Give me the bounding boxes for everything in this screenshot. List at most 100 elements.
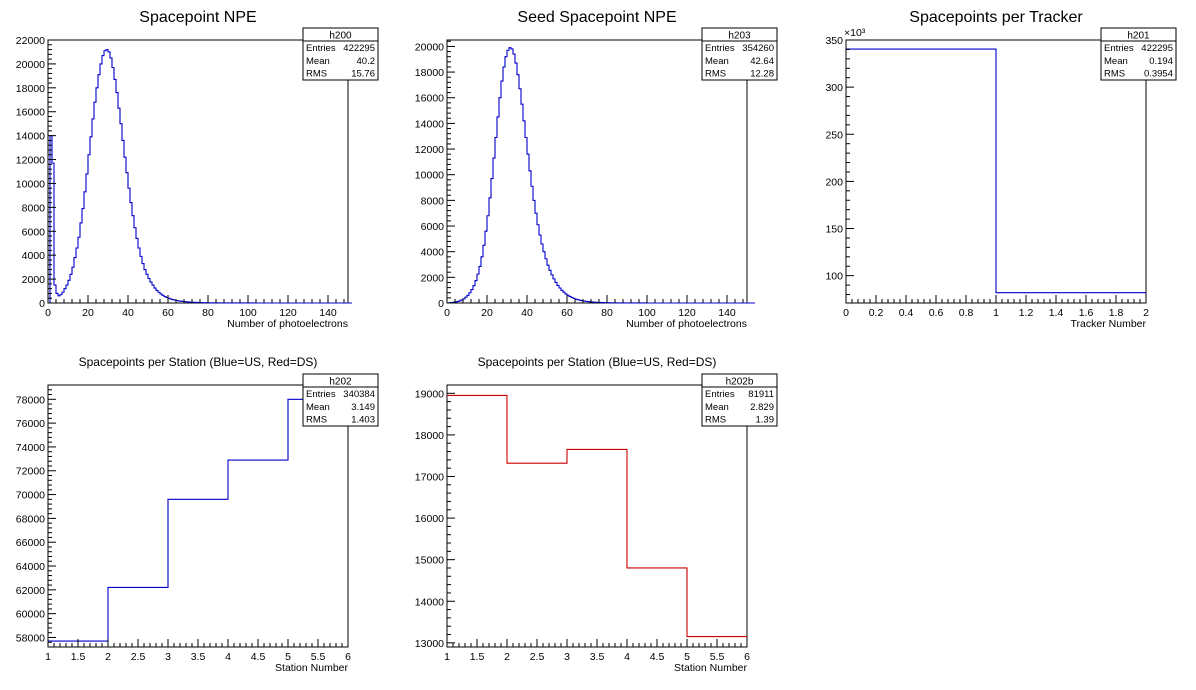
stats-box-frame	[701, 373, 778, 427]
x-tick-label: 2.5	[530, 651, 545, 663]
stats-histogram-name: h201	[1127, 31, 1150, 42]
x-tick-label: 0	[45, 307, 51, 319]
stats-rms-value: 0.3954	[1144, 69, 1173, 80]
y-tick-label: 62000	[16, 585, 45, 597]
histogram-line	[447, 47, 755, 304]
y-tick-label: 13000	[415, 638, 444, 650]
chart-title: Spacepoints per Tracker	[909, 9, 1083, 26]
stats-box-frame	[302, 27, 379, 81]
y-tick-label: 16000	[415, 513, 444, 525]
panel-h203: Seed Spacepoint NPE 0 20 40 60 80 100 120 140 0 20…	[415, 9, 778, 330]
x-tick-label: 4	[225, 651, 231, 663]
stats-mean-value: 0.194	[1149, 56, 1173, 67]
y-tick-label: 4000	[22, 250, 46, 262]
y-tick-label: 22000	[16, 35, 45, 47]
x-axis-label: Station Number	[674, 662, 747, 674]
x-tick-label: 1.6	[1079, 307, 1094, 319]
stats-entries-label: Entries	[306, 43, 336, 54]
stats-entries-value: 81911	[748, 389, 774, 400]
x-tick-label: 5.5	[311, 651, 326, 663]
x-tick-label: 80	[202, 307, 214, 319]
x-tick-label: 1	[993, 307, 999, 319]
stats-box-frame	[701, 27, 778, 81]
y-tick-label: 14000	[415, 596, 444, 608]
y-tick-label: 60000	[16, 609, 45, 621]
stats-mean-value: 42.64	[750, 56, 774, 67]
x-tick-label: 100	[239, 307, 257, 319]
histogram-line	[447, 394, 747, 638]
stats-entries-value: 340384	[343, 389, 375, 400]
y-tick-label: 250	[825, 129, 843, 141]
stats-mean-value: 2.829	[750, 402, 774, 413]
x-tick-label: 4.5	[650, 651, 665, 663]
stats-entries-label: Entries	[1104, 43, 1134, 54]
y-tick-label: 64000	[16, 561, 45, 573]
x-tick-label: 60	[162, 307, 174, 319]
x-tick-label: 4	[624, 651, 630, 663]
stats-histogram-name: h200	[329, 31, 352, 42]
chart-title: Spacepoints per Station (Blue=US, Red=DS…	[79, 355, 318, 369]
stats-rms-label: RMS	[705, 69, 726, 80]
x-tick-label: 120	[678, 307, 696, 319]
y-tick-label: 6000	[22, 226, 46, 238]
y-tick-label: 8000	[22, 202, 46, 214]
y-tick-label: 350	[825, 35, 843, 47]
x-tick-label: 20	[481, 307, 493, 319]
y-tick-label: 4000	[421, 247, 445, 259]
x-tick-label: 40	[122, 307, 134, 319]
x-tick-label: 1	[45, 651, 51, 663]
chart-title: Seed Spacepoint NPE	[517, 9, 676, 26]
x-tick-label: 3.5	[590, 651, 605, 663]
y-tick-label: 10000	[16, 178, 45, 190]
stats-box-frame	[1100, 27, 1177, 81]
y-tick-label: 200	[825, 176, 843, 188]
y-tick-label: 58000	[16, 632, 45, 644]
x-tick-label: 2	[105, 651, 111, 663]
stats-entries-value: 422295	[343, 43, 375, 54]
plot-frame	[446, 39, 748, 304]
stats-rms-value: 12.28	[750, 69, 774, 80]
y-exponent-label: ×10³	[844, 27, 866, 39]
x-tick-label: 0.4	[899, 307, 914, 319]
y-tick-label: 70000	[16, 490, 45, 502]
stats-mean-label: Mean	[705, 56, 729, 67]
y-tick-label: 16000	[16, 107, 45, 119]
x-axis-label: Number of photoelectrons	[227, 318, 348, 330]
y-tick-label: 18000	[415, 67, 444, 79]
y-tick-label: 8000	[421, 195, 445, 207]
panel-h201: Spacepoints per Tracker 0 0.2 0.4 0.6 0.8 1 1.2…	[825, 9, 1177, 330]
x-tick-label: 5	[684, 651, 690, 663]
stats-mean-value: 40.2	[357, 56, 376, 67]
stats-mean-label: Mean	[306, 402, 330, 413]
y-tick-label: 2000	[421, 272, 445, 284]
y-tick-label: 20000	[415, 41, 444, 53]
x-tick-label: 0.6	[929, 307, 944, 319]
x-tick-label: 1.2	[1019, 307, 1034, 319]
y-tick-label: 68000	[16, 513, 45, 525]
y-tick-label: 17000	[415, 471, 444, 483]
y-tick-label: 12000	[16, 155, 45, 167]
histogram-line	[846, 48, 1146, 294]
x-tick-label: 120	[279, 307, 297, 319]
y-tick-label: 16000	[415, 93, 444, 105]
y-tick-label: 19000	[415, 388, 444, 400]
x-tick-label: 140	[718, 307, 736, 319]
stats-entries-label: Entries	[705, 389, 735, 400]
stats-entries-value: 354260	[742, 43, 774, 54]
x-tick-label: 140	[319, 307, 337, 319]
stats-rms-value: 1.39	[756, 415, 775, 426]
x-tick-label: 6	[744, 651, 750, 663]
y-tick-label: 100	[825, 271, 843, 283]
x-tick-label: 5	[285, 651, 291, 663]
x-tick-label: 5.5	[710, 651, 725, 663]
x-tick-label: 3.5	[191, 651, 206, 663]
stats-mean-label: Mean	[1104, 56, 1128, 67]
stats-entries-value: 422295	[1141, 43, 1173, 54]
x-tick-label: 2.5	[131, 651, 146, 663]
stats-histogram-name: h202	[329, 377, 352, 388]
x-tick-label: 1.5	[71, 651, 86, 663]
x-tick-label: 2	[504, 651, 510, 663]
stats-entries-label: Entries	[306, 389, 336, 400]
